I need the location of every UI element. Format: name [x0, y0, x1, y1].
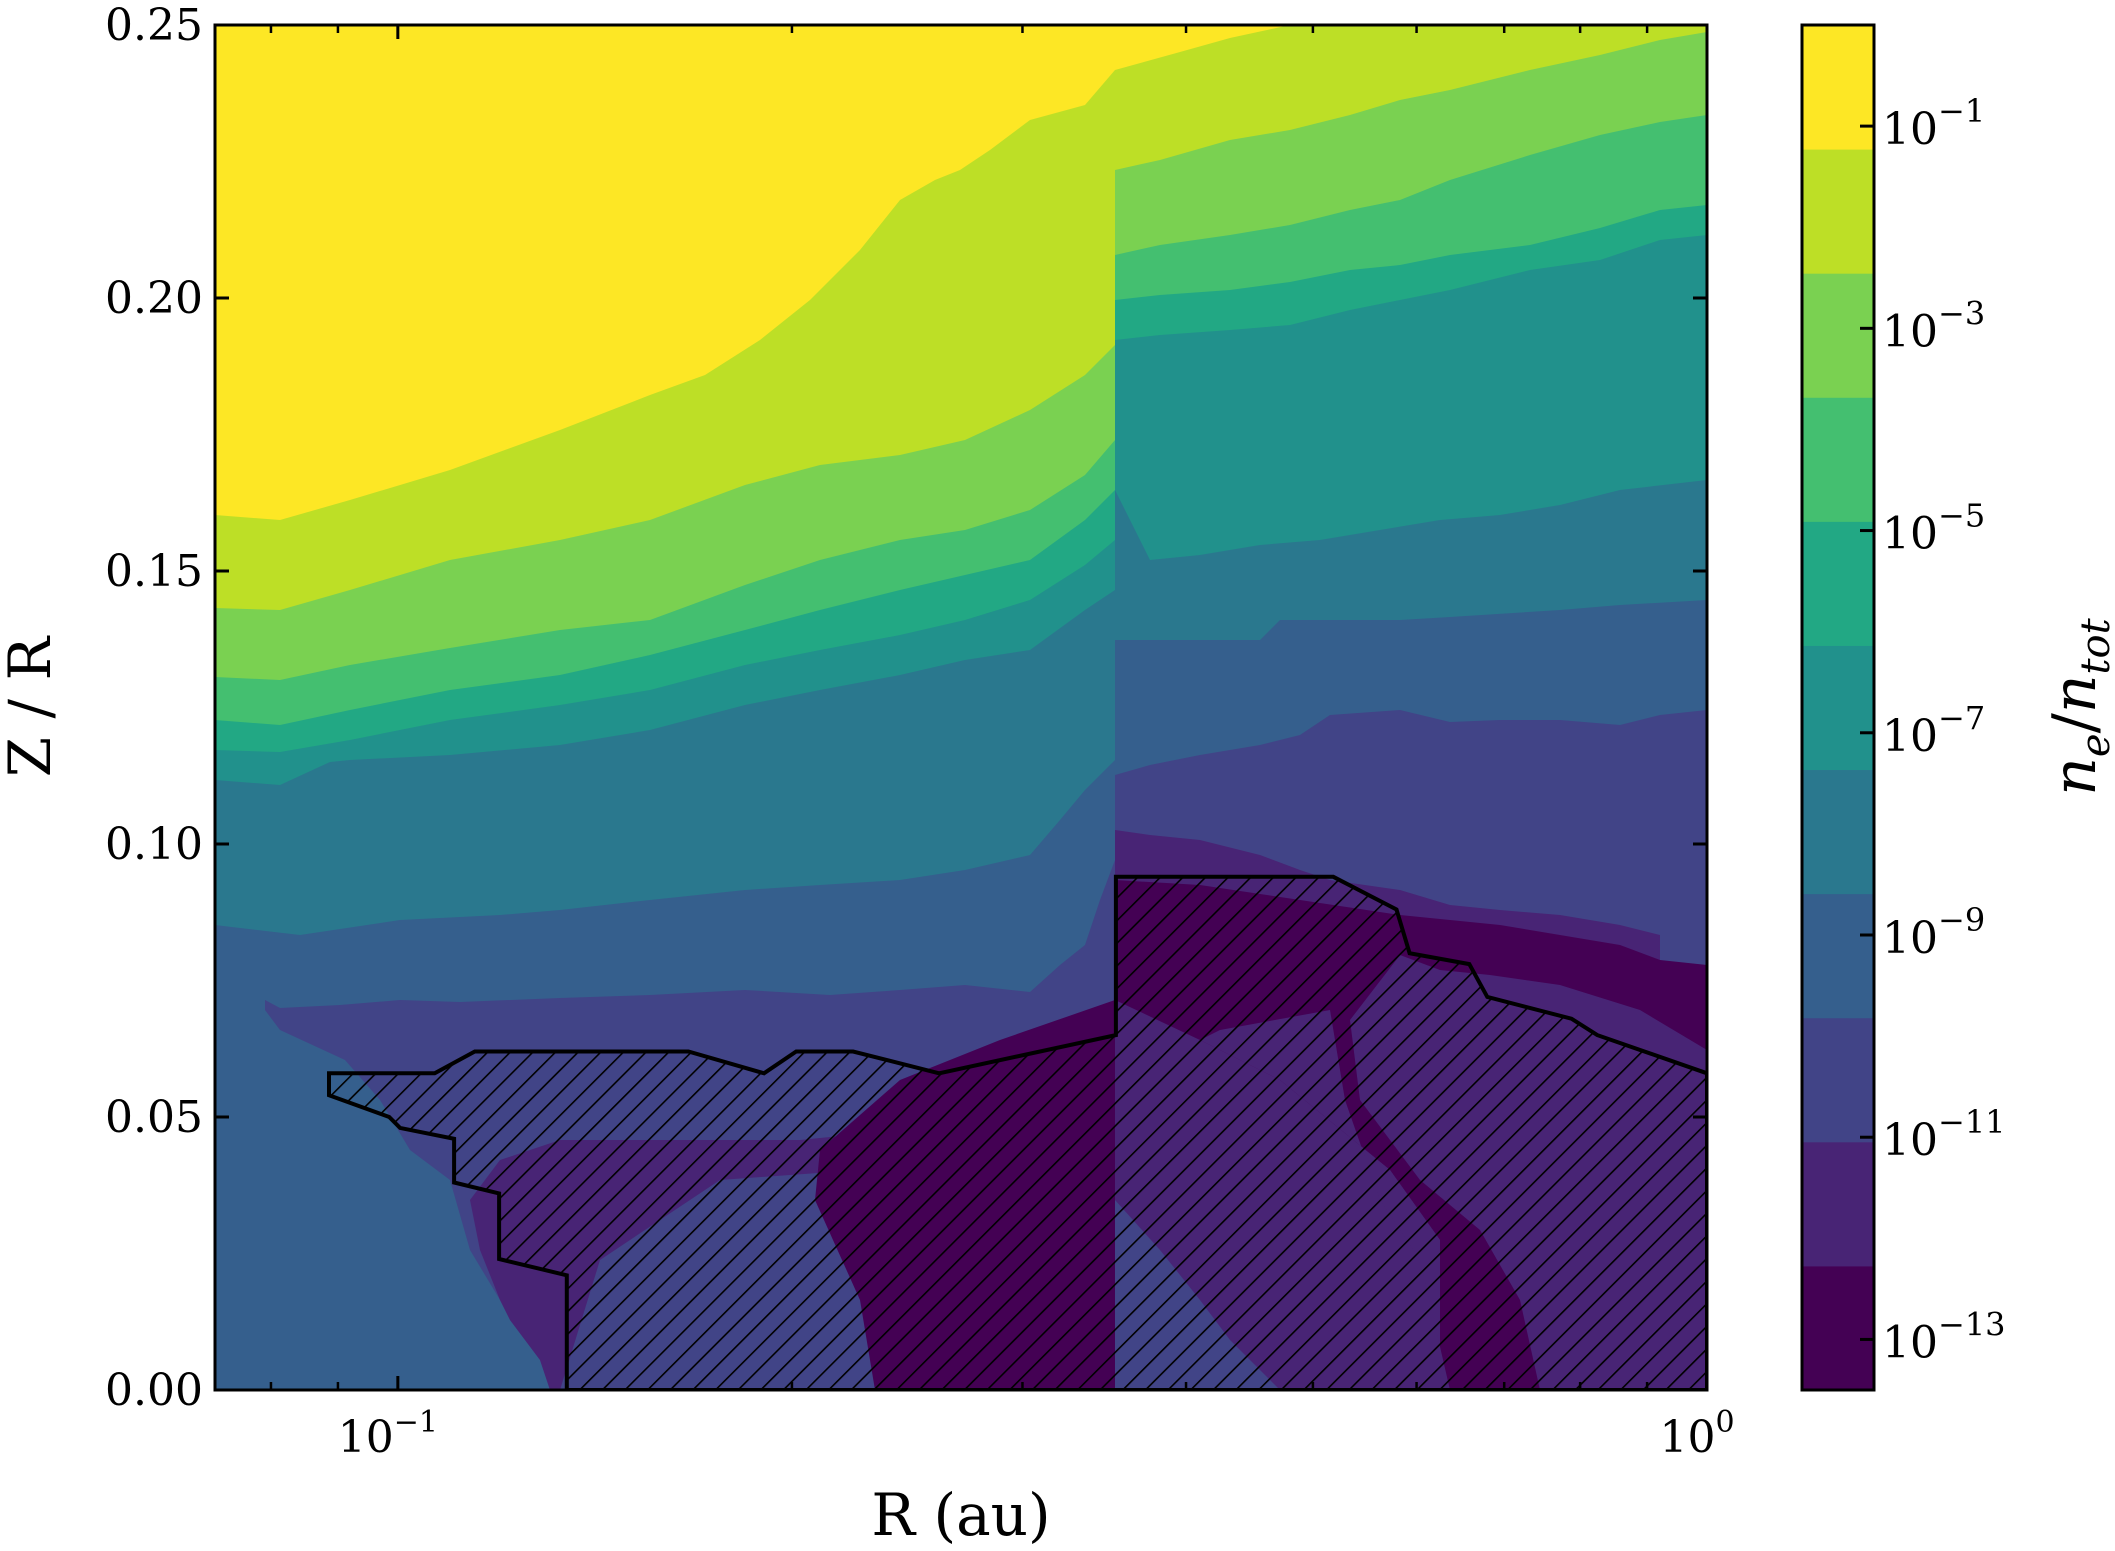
colorbar-band [1802, 521, 1874, 646]
colorbar-band [1802, 397, 1874, 522]
colorbar-band [1802, 1265, 1874, 1391]
hatched-region [327, 874, 1707, 1390]
hatched-region-boundary [327, 874, 1707, 1390]
y-axis-ticks: 0.00 0.05 0.10 0.15 0.20 0.25 [105, 0, 1707, 1416]
colorbar-frame [1800, 23, 1876, 1392]
colorbar-band [1802, 25, 1874, 150]
x-axis-ticks: 10−1 100 [269, 25, 1735, 1463]
colorbar-tick-label: 10−3 [1882, 294, 1985, 357]
colorbar-band [1802, 273, 1874, 398]
y-tick-label: 0.10 [105, 819, 203, 870]
y-tick-label: 0.20 [105, 273, 203, 324]
y-tick-label: 0.00 [105, 1365, 203, 1416]
colorbar-band [1802, 893, 1874, 1019]
colorbar-tick-label: 10−13 [1882, 1305, 2006, 1368]
y-tick-label: 0.05 [105, 1092, 203, 1143]
x-axis-label: R (au) [871, 1481, 1050, 1549]
y-tick-label: 0.25 [105, 0, 203, 51]
colorbar-tick-label: 10−5 [1882, 497, 1985, 560]
colorbar-ticks: 10−1 10−3 10−5 10−7 10−9 10−11 10−13 [1860, 92, 2006, 1368]
colorbar-band [1802, 1017, 1874, 1143]
y-tick-label: 0.15 [105, 546, 203, 597]
y-axis-label: Z / R [0, 634, 64, 777]
x-tick-label: 100 [1659, 1405, 1734, 1463]
colorbar-label: ne/ntot [2040, 617, 2115, 795]
colorbar-label-n: n [2040, 757, 2110, 796]
colorbar-label-n2: n [2040, 675, 2110, 714]
colorbar-label-slash: / [2040, 712, 2110, 733]
colorbar-tick-label: 10−9 [1882, 901, 1985, 964]
colorbar [1802, 25, 1874, 1391]
colorbar-tick-label: 10−1 [1882, 92, 1985, 155]
colorbar-label-sub-e: e [2073, 733, 2115, 757]
colorbar-band [1802, 149, 1874, 274]
x-tick-label: 10−1 [338, 1405, 438, 1463]
plot-frame [213, 23, 1709, 1392]
hatched-region-fill [329, 876, 1707, 1390]
colorbar-tick-label: 10−11 [1882, 1103, 2006, 1166]
colorbar-band [1802, 1141, 1874, 1267]
colorbar-band [1802, 769, 1874, 895]
colorbar-label-sub-tot: tot [2073, 617, 2115, 674]
colorbar-tick-label: 10−7 [1882, 699, 1985, 762]
colorbar-band [1802, 645, 1874, 771]
